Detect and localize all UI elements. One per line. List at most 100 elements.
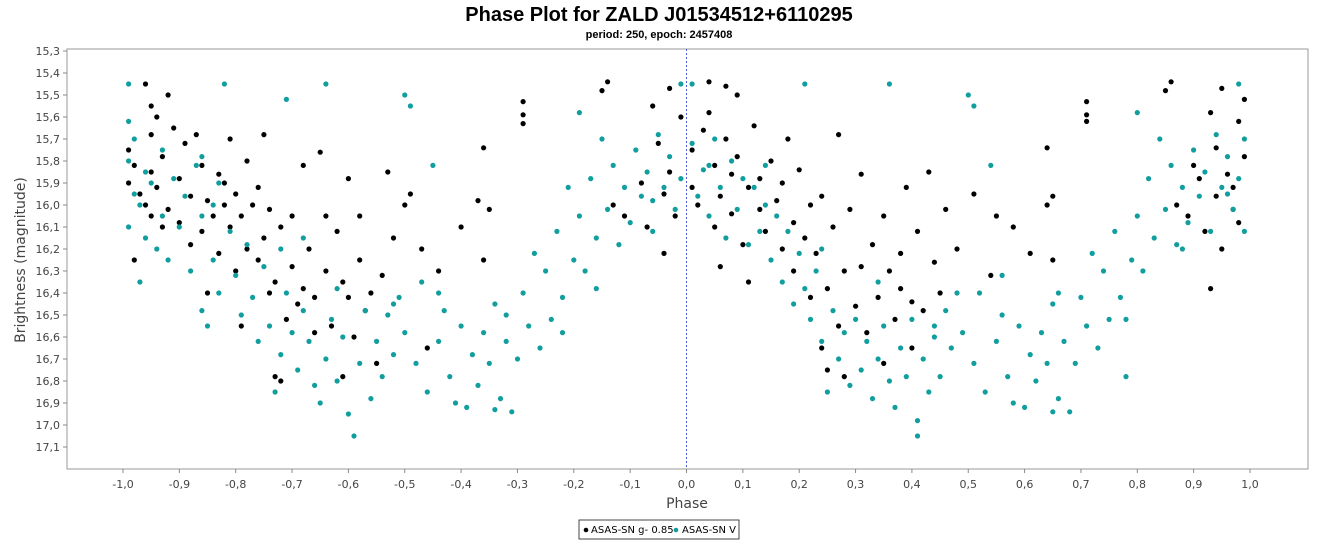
data-point bbox=[193, 132, 199, 138]
data-point bbox=[1050, 409, 1056, 415]
data-point bbox=[886, 268, 893, 274]
data-point bbox=[306, 338, 312, 344]
data-point bbox=[616, 242, 622, 248]
data-point bbox=[982, 389, 988, 395]
data-point bbox=[898, 286, 904, 292]
data-point bbox=[317, 400, 323, 406]
data-point bbox=[345, 176, 351, 182]
data-point bbox=[486, 206, 492, 212]
data-point bbox=[819, 345, 825, 351]
data-point bbox=[464, 404, 470, 410]
data-point bbox=[424, 389, 430, 395]
x-tick-label: 0,0 bbox=[678, 478, 696, 491]
data-point bbox=[1112, 228, 1118, 234]
data-point bbox=[199, 228, 205, 234]
data-point bbox=[1219, 184, 1225, 190]
data-point bbox=[796, 250, 802, 256]
data-point bbox=[142, 169, 149, 175]
data-point bbox=[481, 145, 487, 151]
data-point bbox=[745, 242, 752, 248]
data-point bbox=[531, 250, 538, 256]
data-point bbox=[1050, 301, 1056, 307]
data-point bbox=[126, 180, 132, 186]
data-point bbox=[943, 206, 949, 212]
data-point bbox=[886, 378, 893, 384]
data-point bbox=[475, 198, 481, 204]
data-point bbox=[328, 323, 335, 329]
data-point bbox=[526, 323, 532, 329]
data-point bbox=[1202, 228, 1208, 234]
data-point bbox=[593, 286, 599, 292]
series-v-points bbox=[126, 81, 1247, 439]
data-point bbox=[148, 169, 154, 175]
data-point bbox=[1219, 246, 1225, 252]
x-tick-label: 0,8 bbox=[1129, 478, 1147, 491]
data-point bbox=[199, 154, 205, 160]
data-point bbox=[605, 79, 611, 85]
data-point bbox=[419, 246, 425, 252]
data-point bbox=[148, 103, 154, 109]
data-point bbox=[1055, 396, 1061, 402]
data-point bbox=[357, 360, 363, 366]
data-point bbox=[689, 184, 695, 190]
data-point bbox=[154, 246, 160, 252]
data-point bbox=[1010, 400, 1016, 406]
data-point bbox=[210, 213, 216, 219]
x-tick-label: 0,6 bbox=[1016, 478, 1034, 491]
data-point bbox=[830, 224, 836, 230]
data-point bbox=[802, 81, 808, 87]
data-point bbox=[819, 338, 825, 344]
data-point bbox=[278, 224, 284, 230]
y-axis-ticks: 15,3 15,4 15,5 15,6 15,7 15,8 15,9 16,0 16,1 16,2… bbox=[36, 45, 67, 454]
y-tick-label: 16,1 bbox=[36, 221, 61, 234]
data-point bbox=[954, 290, 960, 296]
data-point bbox=[278, 246, 284, 252]
data-point bbox=[712, 136, 718, 142]
data-point bbox=[610, 162, 616, 168]
data-point bbox=[312, 294, 318, 300]
x-tick-label: -1,0 bbox=[112, 478, 133, 491]
data-point bbox=[1078, 294, 1084, 300]
data-point bbox=[137, 191, 143, 197]
data-point bbox=[571, 257, 577, 263]
data-point bbox=[667, 85, 673, 91]
data-point bbox=[148, 132, 154, 138]
data-point bbox=[514, 356, 521, 362]
data-point bbox=[1044, 202, 1050, 208]
data-point bbox=[661, 184, 667, 190]
x-tick-label: -0,2 bbox=[563, 478, 584, 491]
data-point bbox=[791, 301, 797, 307]
data-point bbox=[621, 213, 628, 219]
data-point bbox=[1208, 228, 1214, 234]
data-point bbox=[706, 213, 712, 219]
data-point bbox=[345, 294, 351, 300]
data-point bbox=[751, 123, 757, 129]
data-point bbox=[655, 132, 661, 138]
data-point bbox=[385, 312, 391, 318]
data-point bbox=[1241, 136, 1247, 142]
data-point bbox=[520, 99, 526, 105]
data-point bbox=[582, 268, 588, 274]
data-point bbox=[266, 206, 273, 212]
x-tick-label: -0,8 bbox=[225, 478, 246, 491]
data-point bbox=[993, 338, 1000, 344]
data-point bbox=[272, 389, 278, 395]
data-point bbox=[779, 180, 785, 186]
data-point bbox=[362, 308, 368, 314]
data-point bbox=[678, 176, 684, 182]
data-point bbox=[1185, 220, 1191, 226]
plot-area bbox=[66, 48, 1309, 470]
data-point bbox=[813, 268, 819, 274]
data-point bbox=[238, 213, 244, 219]
x-axis-ticks: -1,0 -0,9 -0,8 -0,7 -0,6 -0,5 -0,4 -0,3 -0,2 -0,1… bbox=[112, 469, 1259, 491]
data-point bbox=[176, 176, 182, 182]
data-point bbox=[565, 184, 571, 190]
data-point bbox=[661, 250, 667, 256]
data-point bbox=[1123, 374, 1129, 380]
data-point bbox=[1236, 176, 1242, 182]
data-point bbox=[943, 308, 949, 314]
data-point bbox=[312, 382, 318, 388]
data-point bbox=[768, 257, 774, 263]
data-point bbox=[126, 158, 132, 164]
